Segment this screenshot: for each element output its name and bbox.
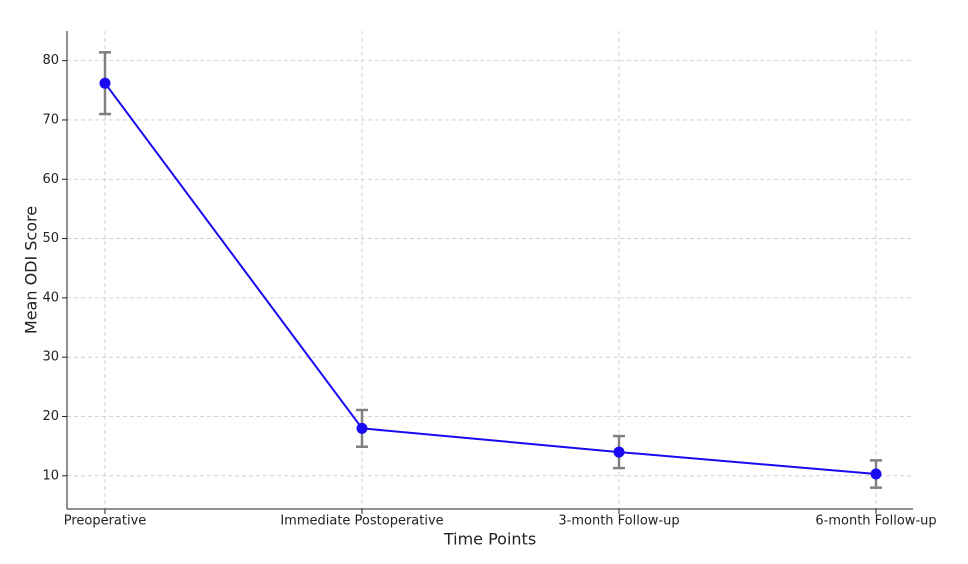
x-tick-label: Preoperative (64, 514, 147, 529)
y-tick-label: 60 (42, 172, 59, 187)
y-tick-label: 50 (42, 231, 59, 246)
x-tick-label: Immediate Postoperative (280, 514, 443, 529)
y-tick-label: 10 (42, 468, 59, 483)
point (99, 77, 111, 89)
line (104, 82, 877, 476)
point (356, 422, 368, 434)
y-tick-label: 80 (42, 53, 59, 68)
y-tick-label: 20 (42, 409, 59, 424)
y-tick-label: 40 (42, 290, 59, 305)
point (870, 468, 882, 480)
y-axis-label: Mean ODI Score (22, 206, 41, 334)
x-tick-label: 6-month Follow-up (815, 514, 936, 529)
y-tick-label: 70 (42, 112, 59, 127)
y-tick-label: 30 (42, 350, 59, 365)
x-axis-label: Time Points (443, 530, 536, 549)
x-tick-label: 3-month Follow-up (558, 514, 679, 529)
point (613, 446, 625, 458)
